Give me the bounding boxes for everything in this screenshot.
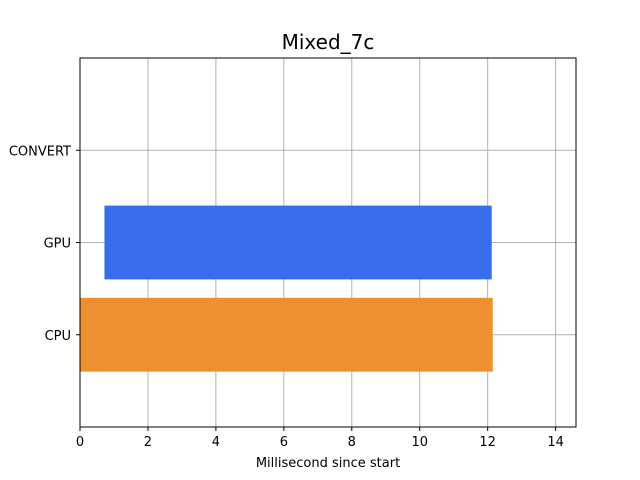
- x-axis-ticks: 0 2 4 6 8 10 12 14: [76, 427, 564, 450]
- x-tick-label: 14: [547, 435, 564, 450]
- x-tick-label: 8: [348, 435, 356, 450]
- x-tick-label: 4: [212, 435, 220, 450]
- chart-title: Mixed_7c: [282, 30, 375, 54]
- y-axis-ticks: CPU GPU CONVERT: [9, 144, 80, 344]
- bar-cpu: [80, 297, 493, 372]
- x-tick-label: 0: [76, 435, 84, 450]
- x-axis-label: Millisecond since start: [256, 456, 400, 471]
- x-tick-label: 2: [144, 435, 152, 450]
- y-tick-label: GPU: [44, 237, 71, 252]
- y-tick-label: CPU: [45, 329, 71, 344]
- x-tick-label: 10: [411, 435, 428, 450]
- bar-gpu: [104, 205, 492, 280]
- x-tick-label: 12: [479, 435, 496, 450]
- y-tick-label: CONVERT: [9, 144, 71, 159]
- x-tick-label: 6: [280, 435, 288, 450]
- bars: [80, 205, 493, 372]
